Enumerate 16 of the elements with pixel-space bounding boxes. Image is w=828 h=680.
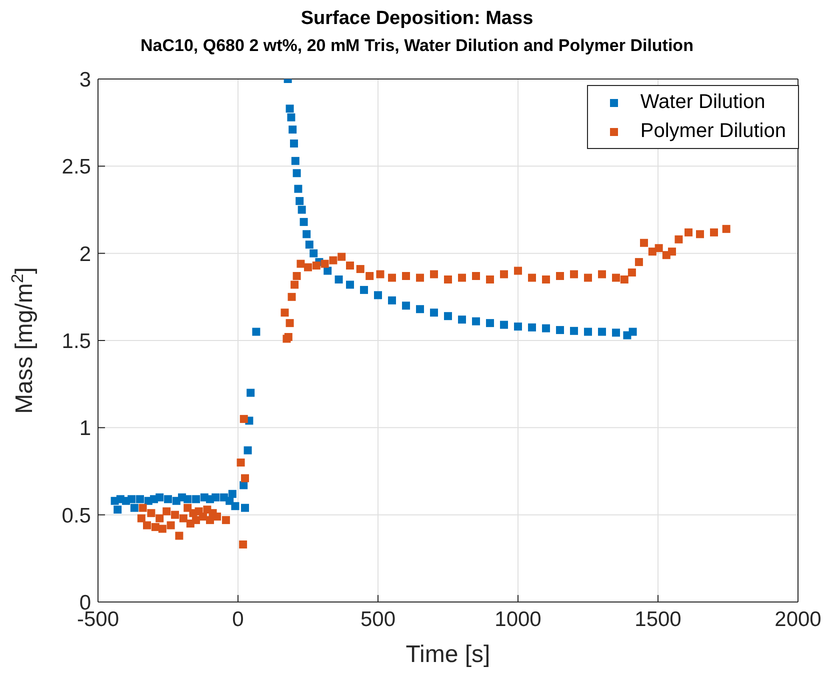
x-tick-label: 500 xyxy=(360,608,396,631)
y-tick-label: 0.5 xyxy=(62,504,91,528)
y-tick-label: 3 xyxy=(79,68,91,92)
chart-subtitle: NaC10, Q680 2 wt%, 20 mM Tris, Water Dilution and Polymer Dilution xyxy=(140,36,694,56)
x-tick-label: 2000 xyxy=(774,608,822,631)
legend-label: Water Dilution xyxy=(640,90,766,115)
y-tick-label: 1.5 xyxy=(62,330,91,353)
x-tick-label: 1500 xyxy=(634,608,682,631)
x-tick-label: 0 xyxy=(232,608,244,631)
x-axis-title: Time [s] xyxy=(406,641,490,668)
chart-title: Surface Deposition: Mass xyxy=(300,8,534,30)
y-tick-label: 2 xyxy=(79,242,91,266)
y-tick-label: 1 xyxy=(79,417,91,440)
y-tick-label: 2.5 xyxy=(62,156,91,179)
legend-label: Polymer Dilution xyxy=(640,119,786,144)
x-tick-label: 1000 xyxy=(494,608,542,631)
